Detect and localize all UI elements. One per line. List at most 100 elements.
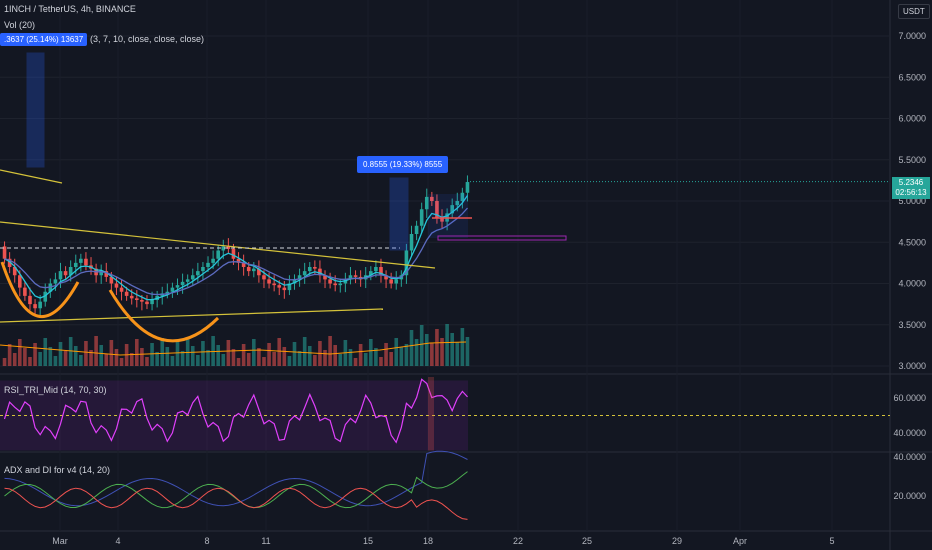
candle [252,268,256,272]
ema-fast-line [4,195,469,301]
volume-bar [252,339,256,366]
volume-bar [7,344,12,366]
candle [109,276,114,284]
volume-bar [435,329,439,366]
candle [409,234,414,251]
volume-bar [313,355,317,366]
adx-tick-label: 40.0000 [893,452,926,462]
volume-bar [277,338,282,366]
volume-bar [99,345,103,366]
candle [353,275,358,277]
candle [63,271,68,276]
rsi-label: RSI_TRI_Mid (14, 70, 30) [4,385,107,395]
volume-bar [455,342,460,366]
candle [124,291,129,296]
last-price-value: 5.2346 [898,178,924,187]
candle [33,304,37,309]
adx-pane[interactable] [4,450,468,520]
volume-bar [185,337,190,366]
candle [38,301,42,309]
trendline-upper [0,221,436,269]
measure-box-right [389,177,409,251]
ema-slow-line [4,207,468,296]
price-tick-label: 4.0000 [898,279,926,289]
measure-box-left [26,52,45,168]
candle [272,283,276,286]
currency-button[interactable]: USDT [898,4,930,19]
volume-bar [226,340,231,366]
volume-bar [160,338,165,366]
measure-box [428,194,468,238]
volume-ma-line [0,341,467,356]
price-tick-label: 3.0000 [898,361,926,371]
rsi-pane[interactable] [0,377,890,451]
time-axis[interactable]: Mar 4 8 11 15 18 22 25 29 Apr 5 [52,536,834,546]
volume-bar [68,337,73,366]
candle [28,295,32,305]
volume-bar [348,349,353,366]
candle [12,267,17,276]
candle [369,271,373,276]
volume-bar [465,337,470,366]
candle [374,267,378,272]
rsi-tick-label: 60.0000 [893,393,926,403]
candle [394,279,399,284]
adx-label: ADX and DI for v4 (14, 20) [4,465,111,475]
candle [455,201,460,206]
candle [318,268,322,276]
rsi-highlight [428,377,434,451]
volume-bar [363,353,368,366]
volume-bar [374,348,378,366]
time-tick-label: Apr [733,536,747,546]
last-price-tag: 5.2346 02:56:13 [892,177,930,199]
time-tick-label: 5 [829,536,834,546]
candle [379,267,383,276]
indicator-params: (3, 7, 10, close, close, close) [90,34,205,44]
price-axis[interactable]: 7.0000 6.5000 6.0000 5.5000 5.0000 4.5000 4.00… [893,31,926,501]
candle [435,201,439,218]
candle [389,279,393,284]
measure-tag-left: .3637 (25.14%) 13637 [0,33,88,46]
volume-bar [328,336,332,366]
volume-bar [292,342,297,366]
candle [180,281,185,286]
candle [246,267,251,272]
rsi-tick-label: 40.0000 [893,428,926,438]
volume-bar [384,343,388,366]
volume-bar [140,348,144,366]
candle [333,283,337,286]
candle [2,246,7,259]
volume-bar [33,343,37,366]
candle [104,271,109,277]
time-tick-label: 8 [204,536,209,546]
candle [84,258,88,266]
candle [277,285,282,288]
price-pane[interactable] [0,52,890,366]
candle [196,271,200,276]
volume-bar [53,356,58,366]
candle [226,246,231,249]
volume-label: Vol (20) [4,20,36,30]
di-plus-line [4,471,468,509]
candle [206,262,210,267]
volume-bar [196,355,200,366]
price-tick-label: 4.5000 [898,237,926,247]
candle [338,283,343,286]
price-tick-label: 5.5000 [898,155,926,165]
volume-bar [216,345,220,366]
candle [257,268,261,276]
candle [23,287,27,296]
volume-bar [282,347,287,366]
volume-bar [236,358,241,366]
adx-tick-label: 20.0000 [893,491,926,501]
price-tick-label: 5.0000 [898,196,926,206]
di-minus-line [4,487,468,520]
candle [79,258,83,263]
volume-bar [2,358,7,366]
volume-bar [404,344,409,366]
candle [267,279,271,284]
time-tick-label: 29 [672,536,682,546]
volume-bar [12,353,17,366]
rsi-line [3,378,468,444]
